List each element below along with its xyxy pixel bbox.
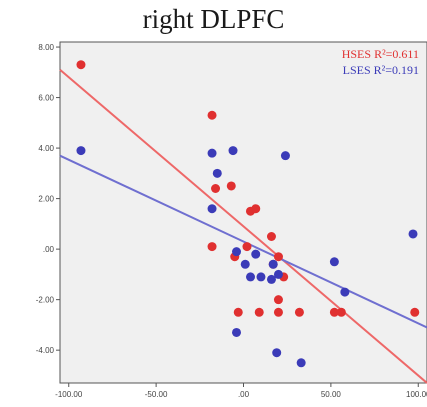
- data-point: [207, 242, 217, 252]
- data-point: [232, 247, 242, 257]
- data-point: [207, 204, 217, 214]
- x-tick-label: 50.00: [321, 390, 342, 399]
- legend: HSES R²=0.611 LSES R²=0.191: [342, 47, 419, 77]
- data-point: [273, 295, 283, 305]
- data-point: [207, 148, 217, 158]
- x-tick-label: -50.00: [145, 390, 168, 399]
- chart-title: right DLPFC: [142, 4, 285, 34]
- data-point: [76, 146, 86, 156]
- data-point: [245, 272, 255, 282]
- data-point: [242, 242, 252, 252]
- data-point: [296, 358, 306, 368]
- data-point: [228, 146, 238, 156]
- legend-entry: LSES R²=0.191: [343, 63, 419, 77]
- fit-lines: [59, 69, 427, 384]
- data-point: [340, 287, 350, 297]
- data-point: [336, 307, 346, 317]
- data-point: [272, 348, 282, 358]
- plot-area: [59, 41, 427, 384]
- data-point: [408, 229, 418, 239]
- data-point: [273, 269, 283, 279]
- data-point: [232, 327, 242, 337]
- data-point: [254, 307, 264, 317]
- x-tick-label: -100.00: [55, 390, 83, 399]
- axes: -4.00 -2.00 .00 2.00 4.00 6.00 8.00 -100.00 -50.…: [36, 43, 427, 399]
- data-point: [76, 60, 86, 70]
- data-point: [410, 307, 420, 317]
- y-tick-label: 4.00: [38, 144, 54, 153]
- data-point: [211, 184, 221, 194]
- data-point: [273, 252, 283, 262]
- data-point: [251, 249, 261, 259]
- data-point: [280, 151, 290, 161]
- fit-line: [59, 154, 427, 329]
- data-point: [226, 181, 236, 191]
- y-tick-label: -2.00: [36, 296, 55, 305]
- y-tick-label: 2.00: [38, 195, 54, 204]
- fit-line: [59, 69, 427, 384]
- data-point: [240, 259, 250, 269]
- data-point: [266, 274, 276, 284]
- data-point: [266, 231, 276, 241]
- data-point: [329, 257, 339, 267]
- data-point: [268, 259, 278, 269]
- y-tick-label: -4.00: [36, 346, 55, 355]
- data-point: [256, 272, 266, 282]
- y-tick-label: .00: [43, 245, 55, 254]
- x-tick-label: .00: [238, 390, 250, 399]
- data-point: [212, 168, 222, 178]
- legend-entry: HSES R²=0.611: [342, 47, 419, 61]
- data-point: [329, 307, 339, 317]
- data-point: [233, 307, 243, 317]
- data-points: [76, 60, 420, 368]
- data-point: [294, 307, 304, 317]
- x-tick-label: 100.00: [406, 390, 427, 399]
- data-point: [273, 307, 283, 317]
- y-tick-label: 8.00: [38, 43, 54, 52]
- data-point: [207, 110, 217, 120]
- y-tick-label: 6.00: [38, 94, 54, 103]
- data-point: [251, 204, 261, 214]
